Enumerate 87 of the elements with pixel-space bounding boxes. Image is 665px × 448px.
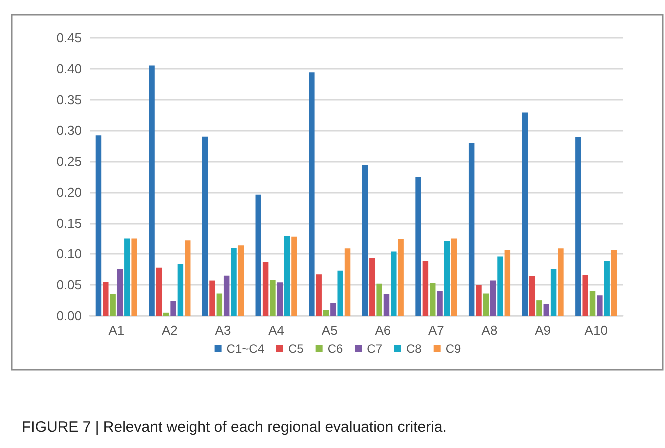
bar (384, 294, 390, 316)
y-tick-label: 0.00 (56, 308, 82, 324)
bar (504, 250, 511, 316)
legend-label: C9 (446, 342, 462, 356)
bar (323, 310, 330, 316)
bar (124, 238, 130, 316)
bar (597, 296, 603, 316)
bar (444, 241, 450, 316)
legend-label: C5 (288, 342, 304, 356)
bar (476, 285, 482, 316)
bar (216, 294, 223, 316)
legend-label: C8 (406, 342, 422, 356)
x-tick-label: A3 (215, 323, 232, 338)
bar (344, 248, 351, 316)
bar (224, 276, 230, 316)
x-tick-label: A4 (268, 323, 285, 338)
bar (422, 261, 429, 316)
bar (437, 291, 443, 316)
legend-label: C7 (367, 342, 383, 356)
bar (338, 270, 344, 316)
y-tick-label: 0.30 (56, 123, 82, 138)
x-tick-label: A1 (108, 323, 125, 338)
bar (522, 112, 528, 316)
bar (185, 240, 191, 316)
bar (398, 239, 404, 316)
bar (391, 252, 397, 316)
bar (416, 177, 422, 316)
bar (117, 269, 124, 316)
x-tick-label: A7 (428, 323, 444, 338)
bar (103, 282, 109, 316)
bar (156, 268, 162, 316)
y-tick-label: 0.40 (56, 61, 82, 76)
bar (210, 280, 216, 316)
x-tick-label: A10 (584, 323, 608, 338)
x-tick-label: A8 (482, 323, 498, 338)
bar (576, 137, 582, 316)
bar (256, 194, 262, 316)
y-tick-label: 0.20 (56, 184, 82, 200)
bar (544, 304, 550, 316)
bar (550, 269, 557, 316)
y-tick-label: 0.35 (56, 92, 82, 108)
bar (536, 300, 542, 316)
bar (498, 256, 504, 316)
bar (149, 66, 155, 316)
bar (202, 136, 208, 316)
bar (96, 136, 102, 316)
bar (430, 283, 436, 316)
bar (611, 250, 618, 316)
x-tick-label: A5 (322, 323, 338, 338)
bar (490, 280, 496, 316)
bar (132, 238, 138, 316)
bar (170, 301, 176, 316)
bar (284, 236, 290, 316)
bar (529, 276, 536, 316)
bar (164, 312, 170, 316)
bar (468, 143, 475, 316)
bar (452, 238, 458, 316)
bar (110, 294, 116, 316)
bar (238, 246, 244, 316)
bar (330, 303, 336, 316)
bar (362, 165, 368, 316)
y-tick-label: 0.45 (56, 30, 82, 46)
y-tick-label: 0.25 (56, 154, 82, 170)
legend-label: C6 (328, 342, 344, 356)
bar (582, 275, 588, 316)
bar (604, 261, 610, 316)
bar (270, 280, 276, 316)
bar (277, 282, 283, 316)
x-tick-label: A9 (535, 323, 552, 338)
legend-label: C1~C4 (226, 342, 265, 356)
bar (376, 284, 382, 316)
bar (178, 264, 184, 316)
y-tick-label: 0.10 (56, 246, 82, 262)
bar (590, 291, 596, 316)
bar (483, 294, 490, 316)
bar (309, 72, 315, 316)
x-tick-label: A6 (375, 323, 392, 338)
bar (316, 274, 322, 316)
bar (558, 248, 564, 316)
y-tick-label: 0.05 (56, 278, 82, 293)
x-tick-label: A2 (162, 323, 178, 338)
bar (292, 236, 298, 316)
y-tick-label: 0.15 (56, 216, 82, 231)
bar (262, 262, 269, 316)
caption: FIGURE 7 | Relevant weight of each regional evaluation criteria. (22, 419, 447, 436)
bar (370, 258, 376, 316)
bar (231, 248, 237, 316)
